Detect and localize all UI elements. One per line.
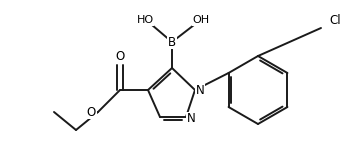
Text: OH: OH bbox=[193, 15, 209, 25]
Text: Cl: Cl bbox=[329, 13, 341, 27]
Text: O: O bbox=[115, 51, 125, 64]
Text: N: N bbox=[196, 83, 204, 97]
Text: O: O bbox=[86, 106, 96, 118]
Text: B: B bbox=[168, 36, 176, 49]
Text: N: N bbox=[187, 112, 195, 125]
Text: HO: HO bbox=[136, 15, 154, 25]
